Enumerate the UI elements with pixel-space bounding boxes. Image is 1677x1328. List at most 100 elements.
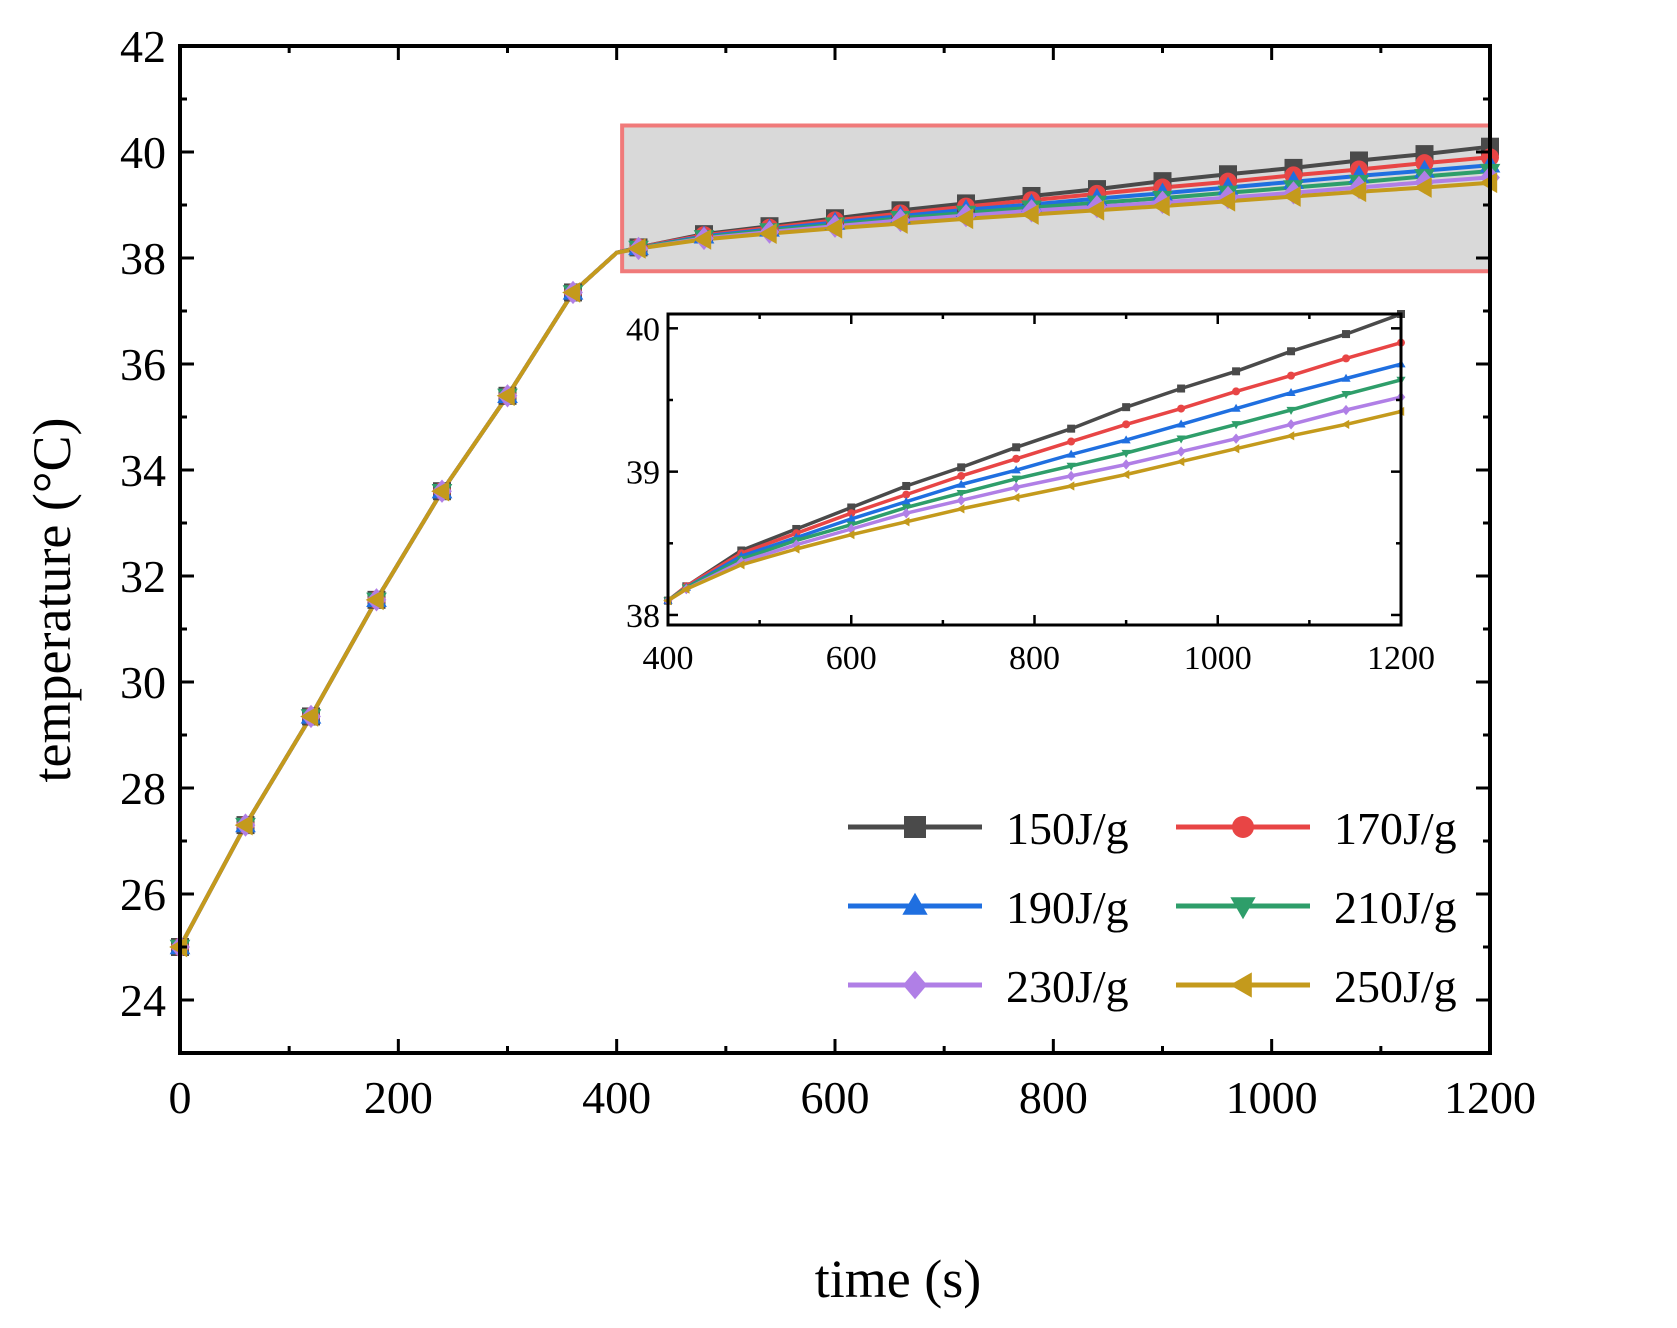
inset-data-point (846, 530, 855, 540)
inset-data-point (1011, 482, 1021, 493)
inset-data-point (1066, 470, 1076, 482)
legend-marker (904, 816, 926, 838)
inset-data-point (792, 524, 801, 533)
y-tick-label: 40 (120, 127, 166, 178)
y-tick-label: 24 (120, 975, 166, 1026)
data-point (1217, 190, 1236, 212)
inset-data-point (1122, 420, 1131, 429)
inset-data-point (1066, 481, 1075, 491)
inset-data-point (956, 495, 966, 506)
legend-item-170J/g: 170J/g (1176, 803, 1457, 854)
x-tick-label: 600 (801, 1072, 870, 1123)
inset-data-point (847, 509, 856, 518)
inset-data-point (1121, 469, 1130, 480)
inset-x-tick-label: 1000 (1184, 640, 1252, 677)
inset-data-point (1341, 419, 1350, 429)
legend-marker (1230, 897, 1256, 920)
y-tick-label: 34 (120, 445, 166, 496)
inset-data-point (1231, 421, 1241, 430)
inset-data-point (1177, 384, 1186, 393)
inset-data-point (1286, 419, 1296, 430)
x-tick-label: 200 (364, 1072, 433, 1123)
inset-data-point (956, 479, 966, 488)
inset-data-point (846, 514, 856, 523)
legend-item-250J/g: 250J/g (1176, 961, 1457, 1012)
inset-x-tick-label: 400 (643, 640, 694, 677)
inset-x-tick-label: 800 (1009, 640, 1060, 677)
inset-data-point (902, 490, 911, 499)
inset-data-point (957, 471, 966, 480)
inset-data-point (902, 481, 911, 490)
data-point (1151, 195, 1170, 217)
inset-data-point (1122, 403, 1131, 412)
data-point (889, 213, 908, 234)
inset-y-tick-label: 39 (626, 455, 660, 492)
x-tick-label: 0 (169, 1072, 192, 1123)
inset-data-point (956, 489, 966, 498)
inset-plot: 400 600 800 1000 1200 38 39 40 (626, 310, 1435, 677)
inset-data-point (1011, 492, 1020, 503)
data-point (1348, 181, 1367, 203)
inset-data-point (1232, 367, 1241, 376)
inset-data-point (901, 496, 911, 505)
inset-data-point (1342, 330, 1351, 339)
inset-data-point (956, 504, 965, 514)
data-point (496, 385, 515, 407)
inset-data-point (1177, 404, 1186, 413)
data-point (1020, 204, 1039, 225)
inset-data-point (1121, 435, 1131, 444)
data-point (758, 223, 777, 244)
data-point (1282, 186, 1301, 207)
data-point (1413, 177, 1432, 198)
inset-data-point (1341, 373, 1351, 382)
legend-marker (902, 892, 928, 915)
inset-data-point (1176, 419, 1186, 428)
inset-data-point (1176, 435, 1186, 444)
legend-label: 230J/g (1006, 961, 1129, 1012)
legend: 150J/g 170J/g 190J/g 210J/g 230J/g 250J/g (848, 803, 1457, 1012)
inset-data-point (1286, 431, 1295, 441)
data-point (300, 706, 319, 727)
inset-data-point (1012, 443, 1021, 452)
inset-data-point (1231, 433, 1241, 444)
inset-data-point (1232, 387, 1241, 396)
series-markers-250J/g (169, 172, 1498, 958)
y-tick-label: 42 (120, 21, 166, 72)
legend-item-190J/g: 190J/g (848, 882, 1129, 933)
y-axis-title: temperature (°C) (22, 418, 82, 783)
inset-data-point (1341, 404, 1351, 416)
x-tick-label: 1200 (1444, 1072, 1536, 1123)
inset-data-point (1176, 446, 1186, 457)
x-tick-label: 400 (582, 1072, 651, 1123)
data-point (562, 282, 581, 303)
inset-data-point (957, 463, 966, 472)
inset-data-point (901, 517, 910, 527)
legend-marker (1229, 972, 1252, 998)
main-plot: 0 200 400 600 800 1000 12002426283032343638404… (120, 21, 1536, 1123)
inset-data-point (1286, 406, 1296, 415)
x-tick-label: 800 (1019, 1072, 1088, 1123)
x-tick-label: 1000 (1226, 1072, 1318, 1123)
data-point (824, 217, 843, 239)
inset-data-point (1067, 437, 1076, 446)
inset-data-point (901, 508, 911, 519)
inset-data-point (791, 544, 800, 554)
inset-data-point (681, 584, 690, 594)
inset-data-point (1012, 454, 1021, 463)
inset-data-point (1231, 403, 1241, 412)
data-point (627, 238, 646, 259)
inset-data-point (1066, 462, 1076, 471)
inset-data-point (1231, 444, 1240, 454)
data-point (693, 229, 712, 250)
inset-data-point (1011, 465, 1021, 474)
legend-label: 210J/g (1334, 882, 1457, 933)
inset-x-tick-label: 600 (826, 640, 877, 677)
y-tick-label: 28 (120, 763, 166, 814)
inset-data-point (1341, 391, 1351, 400)
legend-label: 170J/g (1334, 803, 1457, 854)
inset-data-point (1011, 475, 1021, 484)
legend-item-150J/g: 150J/g (848, 803, 1129, 854)
inset-data-point (846, 523, 856, 535)
inset-data-point (1286, 388, 1296, 397)
